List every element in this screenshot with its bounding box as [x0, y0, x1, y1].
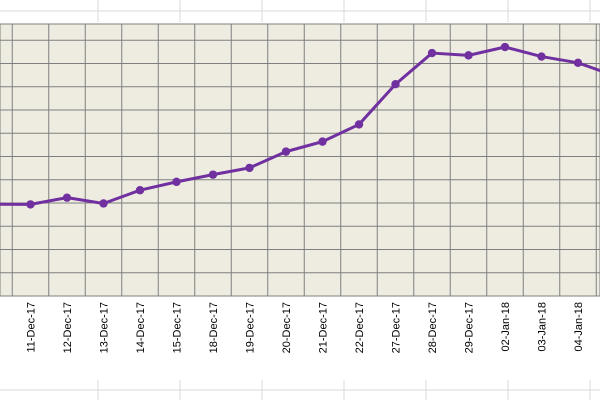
x-tick-label: 02-Jan-18 — [500, 302, 512, 352]
series-line-group — [0, 42, 600, 209]
x-tick-label: 03-Jan-18 — [537, 302, 549, 352]
series-line — [0, 45, 600, 206]
data-point — [99, 199, 108, 208]
x-tick-label: 19-Dec-17 — [245, 302, 257, 353]
x-tick-label: 27-Dec-17 — [391, 302, 403, 353]
data-point — [135, 186, 145, 195]
data-point — [464, 51, 473, 60]
x-tick-label: 10-Dec-17 — [0, 302, 1, 353]
data-point — [500, 42, 510, 52]
x-tick-label: 20-Dec-17 — [281, 302, 293, 353]
data-point — [573, 58, 583, 68]
x-tick-label: 13-Dec-17 — [99, 302, 111, 353]
chart-gridlines — [0, 24, 600, 296]
plot-area — [0, 23, 600, 297]
x-tick-label: 11-Dec-17 — [26, 302, 38, 353]
x-tick-label: 04-Jan-18 — [573, 302, 585, 352]
x-tick-label: 14-Dec-17 — [135, 302, 147, 353]
x-tick-label: 18-Dec-17 — [208, 302, 220, 353]
data-point — [281, 147, 291, 156]
data-point — [172, 177, 181, 187]
x-axis-tick-labels: 10-Dec-17 11-Dec-17 12-Dec-17 13-Dec-17 14-D… — [0, 302, 585, 353]
data-point — [26, 200, 35, 209]
x-tick-label: 28-Dec-17 — [427, 302, 439, 353]
data-point — [537, 52, 546, 61]
data-point — [245, 163, 254, 173]
data-point — [391, 80, 400, 89]
data-point — [208, 170, 218, 179]
data-point — [354, 120, 364, 129]
x-tick-label: 22-Dec-17 — [354, 302, 366, 353]
data-point — [427, 48, 437, 58]
data-point — [62, 193, 72, 202]
x-tick-label: 21-Dec-17 — [318, 302, 330, 353]
x-tick-label: 29-Dec-17 — [464, 302, 476, 353]
data-point — [318, 137, 327, 146]
x-tick-label: 15-Dec-17 — [172, 302, 184, 353]
x-tick-label: 12-Dec-17 — [62, 302, 74, 353]
